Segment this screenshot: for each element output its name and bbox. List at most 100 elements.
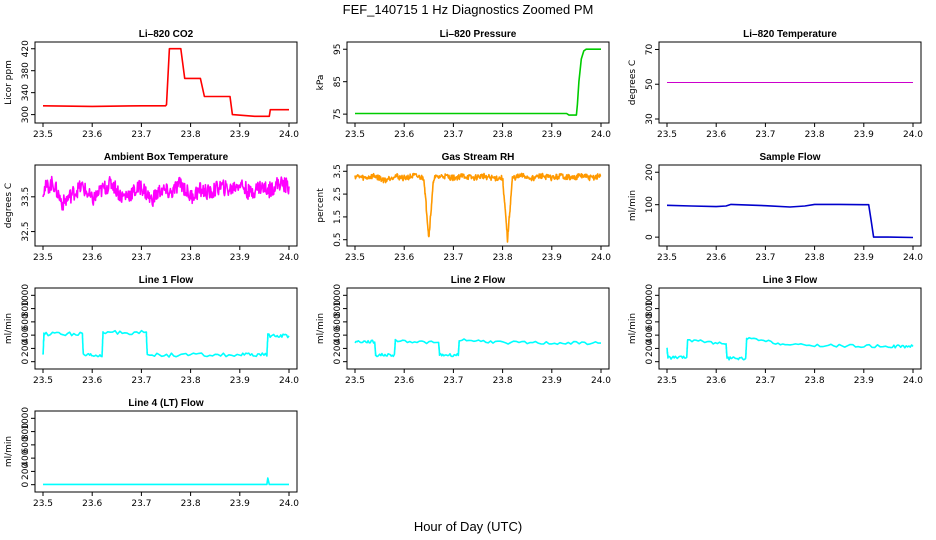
x-tick-label: 23.9 (230, 499, 250, 509)
x-tick-label: 23.9 (230, 253, 250, 263)
y-tick-label: 0 (333, 359, 343, 365)
plot-frame (658, 164, 922, 247)
x-tick-label: 23.7 (755, 130, 775, 140)
y-tick-label: 800 (21, 300, 31, 317)
plot-frame (34, 287, 298, 370)
series-line (666, 336, 914, 361)
series-line (355, 48, 601, 116)
series-line (42, 329, 290, 358)
y-axis-label: degrees C (628, 60, 638, 105)
y-tick-label: 1.5 (333, 210, 343, 224)
panel-title: Li–820 Temperature (743, 29, 837, 40)
y-tick-label: 0 (21, 359, 31, 365)
x-tick-label: 23.5 (345, 376, 365, 386)
y-tick-label: 3.5 (333, 164, 343, 178)
y-tick-label: 200 (21, 463, 31, 480)
x-tick-label: 23.7 (755, 253, 775, 263)
plot-frame (34, 41, 298, 124)
x-tick-label: 23.6 (706, 376, 726, 386)
panel-title: Gas Stream RH (442, 152, 515, 163)
panel-title: Line 3 Flow (763, 275, 818, 286)
y-tick-label: 380 (21, 62, 31, 79)
x-tick-label: 23.5 (33, 499, 53, 509)
panel-title: Sample Flow (759, 152, 820, 163)
y-tick-label: 200 (333, 340, 343, 357)
x-tick-label: 23.8 (805, 130, 825, 140)
y-tick-label: 33.5 (21, 187, 31, 207)
y-tick-label: 0.5 (333, 233, 343, 247)
y-tick-label: 600 (645, 313, 655, 330)
x-tick-label: 23.5 (345, 253, 365, 263)
panel-10: Line 4 (LT) Flow 23.5 23.6 23.7 23.8 23.9 24.0… (4, 398, 299, 509)
panel-title: Line 4 (LT) Flow (128, 398, 204, 409)
x-tick-label: 23.6 (82, 376, 102, 386)
x-tick-label: 23.9 (542, 376, 562, 386)
x-tick-label: 23.7 (131, 253, 151, 263)
x-tick-label: 23.9 (854, 130, 874, 140)
y-tick-label: 200 (645, 163, 655, 180)
y-axis-label: ml/min (4, 436, 14, 467)
x-tick-label: 24.0 (279, 499, 299, 509)
x-tick-label: 23.5 (657, 130, 677, 140)
x-tick-label: 23.6 (706, 253, 726, 263)
x-tick-label: 23.5 (345, 130, 365, 140)
x-tick-label: 23.7 (443, 130, 463, 140)
y-tick-label: 2.5 (333, 187, 343, 201)
y-tick-label: 100 (645, 196, 655, 213)
panel-title: Li–820 CO2 (139, 29, 194, 40)
panel-title: Ambient Box Temperature (104, 152, 229, 163)
y-tick-label: 200 (645, 340, 655, 357)
x-tick-label: 23.8 (493, 376, 513, 386)
y-axis-label: degrees C (4, 183, 14, 228)
x-tick-label: 23.8 (805, 253, 825, 263)
x-tick-label: 23.5 (33, 253, 53, 263)
y-tick-label: 0 (645, 359, 655, 365)
x-tick-label: 23.9 (230, 130, 250, 140)
x-tick-label: 23.6 (394, 376, 414, 386)
y-tick-label: 50 (645, 78, 655, 90)
x-tick-label: 23.9 (854, 376, 874, 386)
y-tick-label: 0 (645, 234, 655, 240)
panel-6: Sample Flow 23.5 23.6 23.7 23.8 23.9 24.0 0 100 2… (628, 152, 923, 263)
x-tick-label: 23.8 (181, 499, 201, 509)
x-tick-label: 23.6 (82, 253, 102, 263)
y-tick-label: 600 (21, 436, 31, 453)
y-axis-label: kPa (316, 75, 326, 91)
y-tick-label: 85 (333, 76, 343, 87)
y-tick-label: 400 (645, 326, 655, 343)
y-tick-label: 340 (21, 84, 31, 101)
x-tick-label: 24.0 (591, 376, 611, 386)
y-tick-label: 0 (21, 482, 31, 488)
plot-frame (346, 41, 610, 124)
x-tick-label: 23.8 (181, 253, 201, 263)
y-tick-label: 30 (645, 113, 655, 125)
x-tick-label: 23.8 (493, 130, 513, 140)
x-tick-label: 23.5 (657, 253, 677, 263)
x-tick-label: 23.9 (230, 376, 250, 386)
y-axis-label: ml/min (628, 190, 638, 221)
panel-8: Line 2 Flow 23.5 23.6 23.7 23.8 23.9 24.0 0 2004… (316, 275, 611, 386)
x-tick-label: 24.0 (903, 130, 923, 140)
x-tick-label: 23.7 (131, 376, 151, 386)
series-line (43, 477, 289, 486)
y-axis-label: ml/min (4, 313, 14, 344)
y-tick-label: 400 (21, 326, 31, 343)
y-tick-label: 600 (333, 313, 343, 330)
x-tick-label: 23.9 (854, 253, 874, 263)
x-tick-label: 23.5 (33, 130, 53, 140)
y-tick-label: 200 (21, 340, 31, 357)
y-tick-label: 400 (21, 449, 31, 466)
panel-grid: Li–820 CO2 23.5 23.6 23.7 23.8 23.9 24.0 30 0 340… (4, 29, 923, 509)
y-tick-label: 1000 (21, 407, 31, 430)
x-tick-label: 24.0 (591, 130, 611, 140)
x-tick-label: 23.6 (394, 130, 414, 140)
plot-frame (658, 287, 922, 370)
x-tick-label: 23.6 (706, 130, 726, 140)
series-line (666, 203, 914, 239)
panel-title: Line 2 Flow (451, 275, 506, 286)
x-tick-label: 24.0 (279, 130, 299, 140)
figure-title: FEF_140715 1 Hz Diagnostics Zoomed PM (343, 2, 594, 17)
y-axis-label: Licor ppm (4, 60, 14, 105)
panel-3: Li–820 Temperature 23.5 23.6 23.7 23.8 23.9 24… (628, 29, 923, 140)
x-tick-label: 23.7 (443, 253, 463, 263)
